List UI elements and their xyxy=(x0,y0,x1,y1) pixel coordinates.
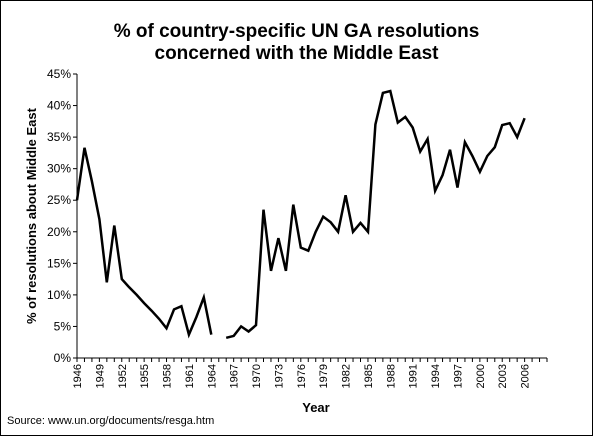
y-tick-label: 20% xyxy=(47,225,71,239)
x-tick-label: 2000 xyxy=(475,364,487,388)
x-axis-title: Year xyxy=(302,400,329,415)
y-tick-label: 40% xyxy=(47,99,71,113)
chart-title-line-2: concerned with the Middle East xyxy=(154,43,439,64)
x-tick-label: 1973 xyxy=(273,364,285,388)
x-tick-label: 1985 xyxy=(363,364,375,388)
x-tick-label: 1946 xyxy=(72,364,84,388)
source-note: Source: www.un.org/documents/resga.htm xyxy=(7,415,215,427)
x-tick-label: 1964 xyxy=(206,364,218,388)
chart-title-line-1: % of country-specific UN GA resolutions xyxy=(113,21,480,42)
x-tick-label: 1961 xyxy=(184,364,196,388)
x-tick-label: 1991 xyxy=(408,364,420,388)
x-tick-label: 1997 xyxy=(452,364,464,388)
series-line xyxy=(225,89,526,340)
x-tick-label: 1955 xyxy=(139,364,151,388)
y-axis-title: % of resolutions about Middle East xyxy=(24,107,39,324)
y-tick-label: 25% xyxy=(47,193,71,207)
x-tick-label: 1949 xyxy=(94,364,106,388)
x-tick-label: 1979 xyxy=(318,364,330,388)
y-tick-label: 0% xyxy=(54,351,72,365)
y-tick-label: 35% xyxy=(47,130,71,144)
y-tick-label: 15% xyxy=(47,256,71,270)
x-tick-label: 2003 xyxy=(497,364,509,388)
x-tick-label: 1976 xyxy=(296,364,308,388)
y-tick-label: 5% xyxy=(54,319,72,333)
x-tick-label: 1967 xyxy=(229,364,241,388)
x-tick-label: 1952 xyxy=(117,364,129,388)
y-tick-label: 10% xyxy=(47,288,71,302)
series-line xyxy=(75,147,213,339)
x-tick-label: 1958 xyxy=(162,364,174,388)
x-tick-label: 2006 xyxy=(520,364,532,388)
x-tick-label: 1982 xyxy=(341,364,353,388)
y-tick-label: 30% xyxy=(47,162,71,176)
x-tick-label: 1970 xyxy=(251,364,263,388)
x-tick-label: 1988 xyxy=(385,364,397,388)
y-tick-label: 45% xyxy=(47,67,71,81)
x-tick-label: 1994 xyxy=(430,364,442,388)
